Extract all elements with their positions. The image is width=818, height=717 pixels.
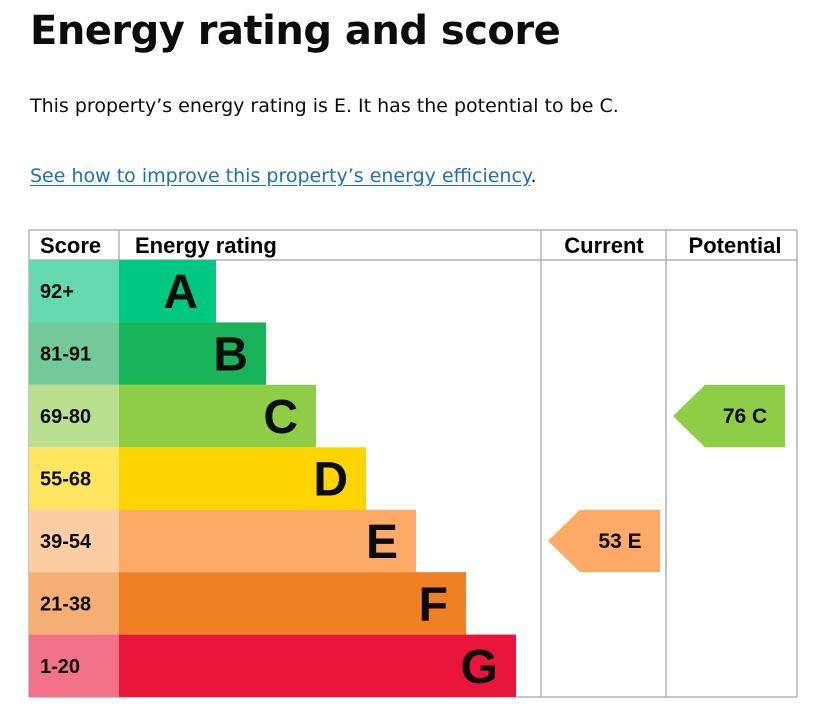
potential-rating-label: 76 C [723, 405, 767, 428]
rating-letter-e: E [366, 516, 398, 569]
rating-bar-d [119, 447, 366, 510]
current-rating-label: 53 E [598, 530, 641, 553]
score-cell-e [29, 509, 119, 573]
score-cell-c [29, 384, 119, 448]
rating-letter-d: D [313, 454, 348, 507]
rating-bar-b [119, 322, 266, 385]
rating-letter-g: G [461, 641, 498, 694]
rating-column-header: Energy rating [135, 233, 277, 258]
score-label-c: 69-80 [40, 406, 91, 428]
score-label-b: 81-91 [40, 344, 91, 366]
rating-summary: This property’s energy rating is E. It h… [30, 95, 619, 117]
rating-bar-e [119, 509, 416, 573]
rating-markers: 53 E 76 C [548, 384, 785, 573]
rating-bar-a [119, 260, 216, 323]
rating-bar-g [119, 634, 516, 697]
score-cell-f [29, 572, 119, 635]
current-rating-arrow [548, 509, 660, 573]
rating-bands: 92+ A 81-91 B 69-80 C 55-68 D 39-54 E 21-38 F 1-20 G [29, 260, 516, 697]
rating-letter-a: A [163, 266, 198, 319]
improve-link-line: See how to improve this property’s energ… [30, 161, 537, 191]
score-label-e: 39-54 [40, 531, 92, 553]
rating-letter-f: F [419, 578, 448, 631]
improve-efficiency-link[interactable]: See how to improve this property’s energ… [30, 165, 531, 187]
chart-headers: Score Energy rating Current Potential [40, 233, 781, 258]
score-cell-a [29, 260, 119, 323]
score-cell-d [29, 447, 119, 510]
current-column-header: Current [564, 233, 644, 258]
rating-letter-c: C [263, 391, 298, 444]
link-suffix: . [530, 165, 537, 187]
potential-rating-arrow [673, 384, 785, 448]
score-column-header: Score [40, 233, 101, 258]
score-label-f: 21-38 [40, 593, 91, 615]
score-label-a: 92+ [40, 281, 74, 303]
score-label-d: 55-68 [40, 469, 91, 491]
rating-bar-f [119, 572, 466, 635]
score-cell-g [29, 634, 119, 697]
rating-bar-c [119, 384, 316, 448]
page-title: Energy rating and score [30, 8, 561, 54]
potential-column-header: Potential [689, 233, 782, 258]
rating-letter-b: B [213, 329, 248, 382]
score-cell-b [29, 322, 119, 385]
score-label-g: 1-20 [40, 656, 80, 678]
